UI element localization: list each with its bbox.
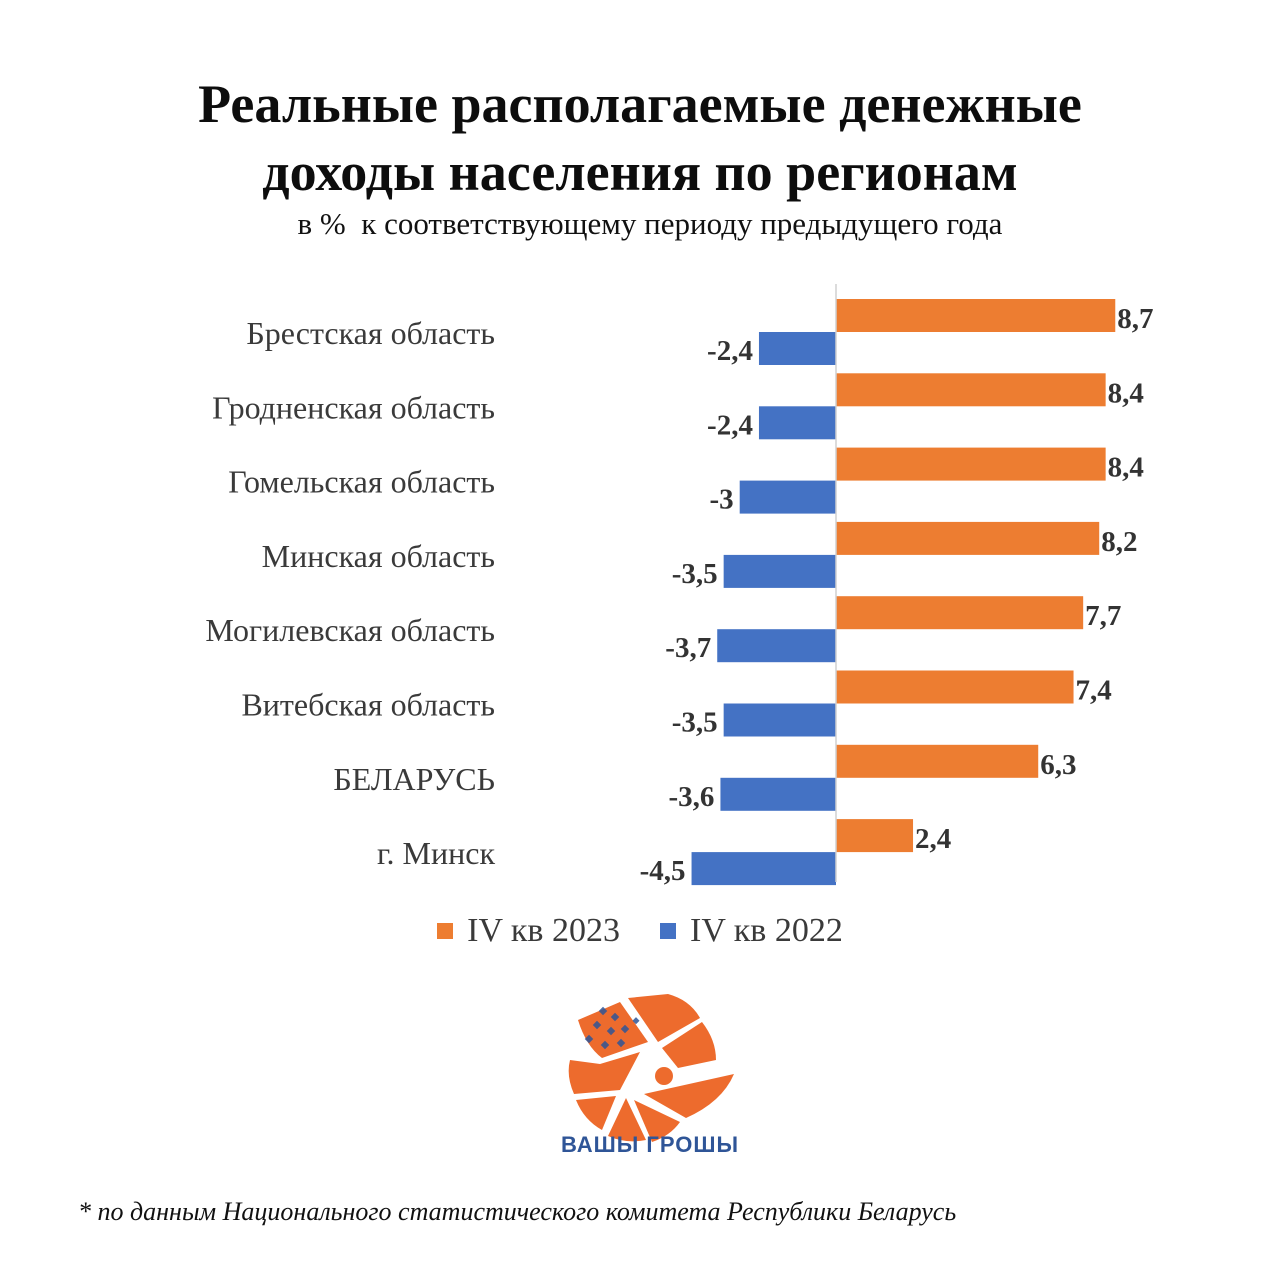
legend-item-2023: IV кв 2023 (437, 912, 620, 950)
category-label: БЕЛАРУСЬ (333, 761, 495, 797)
brand-name: ВАШЫ ГРОШЫ (560, 1132, 740, 1157)
legend-label-2023: IV кв 2023 (467, 912, 620, 949)
data-label-2023-row-2: 8,4 (1108, 377, 1144, 409)
bar-2022-row-7 (720, 777, 836, 811)
data-label-2022-row-4: -3,5 (672, 558, 718, 590)
data-label-2022-row-7: -3,6 (669, 781, 715, 813)
bar-2023-row-4 (836, 521, 1100, 555)
category-label: г. Минск (377, 835, 495, 871)
data-label-2023-row-1: 8,7 (1117, 303, 1153, 335)
bar-2023-row-8 (836, 819, 914, 853)
data-label-2023-row-5: 7,7 (1085, 600, 1121, 632)
footnote: * по данным Национального статистическог… (78, 1197, 957, 1226)
title-line-1: Реальные располагаемые денежные (198, 74, 1082, 134)
legend-label-2022: IV кв 2022 (690, 912, 843, 949)
legend: IV кв 2023 IV кв 2022 (0, 912, 1280, 950)
legend-item-2022: IV кв 2022 (660, 912, 843, 950)
title-line-2: доходы населения по регионам (262, 142, 1018, 202)
data-label-2022-row-2: -2,4 (707, 409, 753, 441)
data-label-2022-row-3: -3 (710, 484, 734, 516)
bar-2023-row-3 (836, 447, 1106, 481)
category-label: Гродненская область (212, 389, 495, 425)
data-label-2022-row-1: -2,4 (707, 335, 753, 367)
data-label-2023-row-3: 8,4 (1108, 452, 1144, 484)
bar-2022-row-1 (758, 332, 836, 365)
bar-2023-row-2 (836, 373, 1106, 407)
category-label: Брестская область (246, 315, 495, 351)
bar-2023-row-6 (836, 670, 1074, 704)
bar-2023-row-5 (836, 596, 1084, 630)
bar-2022-row-3 (739, 480, 836, 514)
vashy-groshy-logo-icon (568, 994, 734, 1142)
data-label-2022-row-8: -4,5 (640, 855, 686, 887)
bar-2022-row-6 (723, 703, 836, 737)
bar-2022-row-4 (723, 554, 836, 588)
bar-2022-row-2 (758, 406, 836, 440)
bar-chart: Брестская область 8,7 -2,4 Гродненская обла… (205, 284, 1154, 887)
category-label: Витебская область (241, 687, 495, 723)
legend-swatch-2023 (437, 923, 454, 939)
chart-title: Реальные располагаемые денежные доходы н… (0, 70, 1280, 206)
bar-2022-row-8 (691, 852, 836, 886)
chart-subtitle: в % к соответствующему периоду предыдуще… (297, 206, 1003, 241)
bar-2023-row-7 (836, 744, 1039, 778)
data-label-2022-row-5: -3,7 (665, 632, 711, 664)
data-label-2023-row-7: 6,3 (1040, 749, 1076, 781)
bar-2022-row-5 (717, 629, 836, 663)
data-label-2022-row-6: -3,5 (672, 707, 718, 739)
data-label-2023-row-6: 7,4 (1076, 675, 1112, 707)
category-label: Минская область (262, 538, 495, 574)
data-label-2023-row-8: 2,4 (915, 823, 951, 855)
legend-swatch-2022 (660, 923, 676, 939)
data-label-2023-row-4: 8,2 (1101, 526, 1137, 558)
category-label: Могилевская область (205, 612, 495, 648)
bar-2023-row-1 (836, 299, 1116, 332)
category-label: Гомельская область (228, 464, 495, 500)
